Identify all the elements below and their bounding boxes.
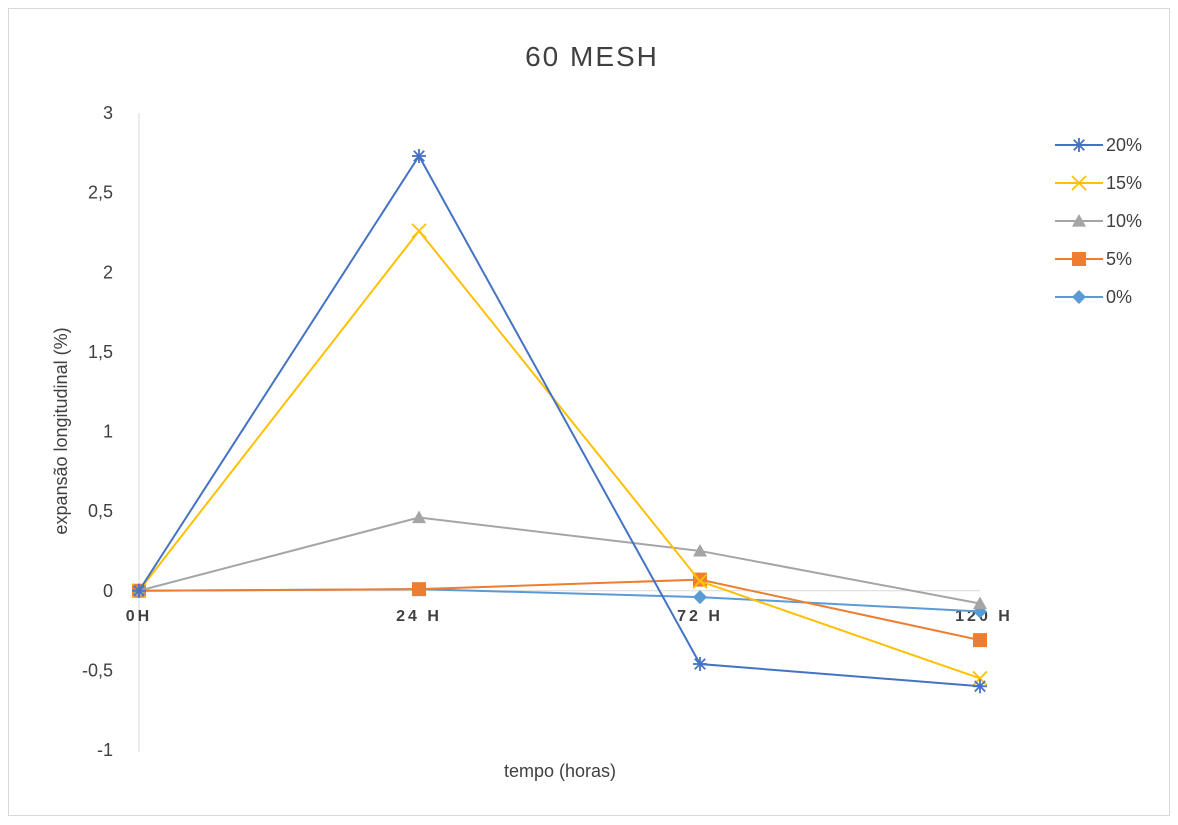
legend-label: 20%	[1106, 135, 1142, 155]
series-line	[138, 154, 981, 688]
x-axis-title: tempo (horas)	[504, 761, 616, 781]
data-point	[1072, 252, 1086, 266]
data-point	[692, 573, 708, 589]
data-point	[973, 679, 987, 694]
data-point	[693, 543, 707, 557]
data-point	[972, 670, 988, 686]
data-point	[412, 148, 426, 163]
data-point	[693, 590, 707, 605]
y-tick-label: -1	[97, 740, 113, 760]
x-tick-label: 120 H	[955, 608, 1013, 625]
series-line	[138, 588, 981, 613]
legend-item: 10%	[1055, 211, 1142, 231]
data-point	[973, 596, 987, 610]
data-point	[693, 657, 707, 672]
data-point	[412, 510, 426, 524]
legend-label: 0%	[1106, 287, 1132, 307]
data-point	[411, 223, 427, 239]
legend-item: 0%	[1055, 287, 1132, 307]
legend-label: 10%	[1106, 211, 1142, 231]
series-line	[138, 516, 981, 605]
data-point	[1071, 175, 1087, 191]
y-tick-label: -0,5	[82, 660, 113, 680]
x-tick-label: 72 H	[677, 608, 723, 625]
legend-item: 20%	[1055, 135, 1142, 155]
y-tick-label: 2,5	[88, 183, 113, 203]
data-point	[1072, 214, 1086, 227]
data-point	[1072, 138, 1086, 152]
data-point	[973, 633, 987, 648]
y-tick-label: 1	[103, 422, 113, 442]
legend-label: 15%	[1106, 173, 1142, 193]
data-point	[1072, 290, 1086, 304]
data-point	[132, 583, 146, 598]
y-axis-title: expansão longitudinal (%)	[51, 327, 71, 534]
x-tick-label: 24 H	[396, 608, 442, 625]
chart-title: 60 MESH	[525, 41, 659, 72]
x-tick-label: 0H	[126, 608, 152, 625]
series-line	[138, 229, 981, 680]
legend-item: 5%	[1055, 249, 1132, 269]
series-15-pct	[131, 223, 988, 686]
y-tick-label: 2	[103, 262, 113, 282]
series-10-pct	[132, 510, 987, 610]
series-20-pct	[132, 148, 987, 694]
y-tick-label: 3	[103, 103, 113, 123]
legend-item: 15%	[1055, 173, 1142, 193]
y-tick-label: 0	[103, 581, 113, 601]
legend-label: 5%	[1106, 249, 1132, 269]
y-tick-label: 0,5	[88, 501, 113, 521]
series-line	[138, 578, 981, 642]
y-tick-label: 1,5	[88, 342, 113, 362]
data-point	[412, 582, 426, 597]
